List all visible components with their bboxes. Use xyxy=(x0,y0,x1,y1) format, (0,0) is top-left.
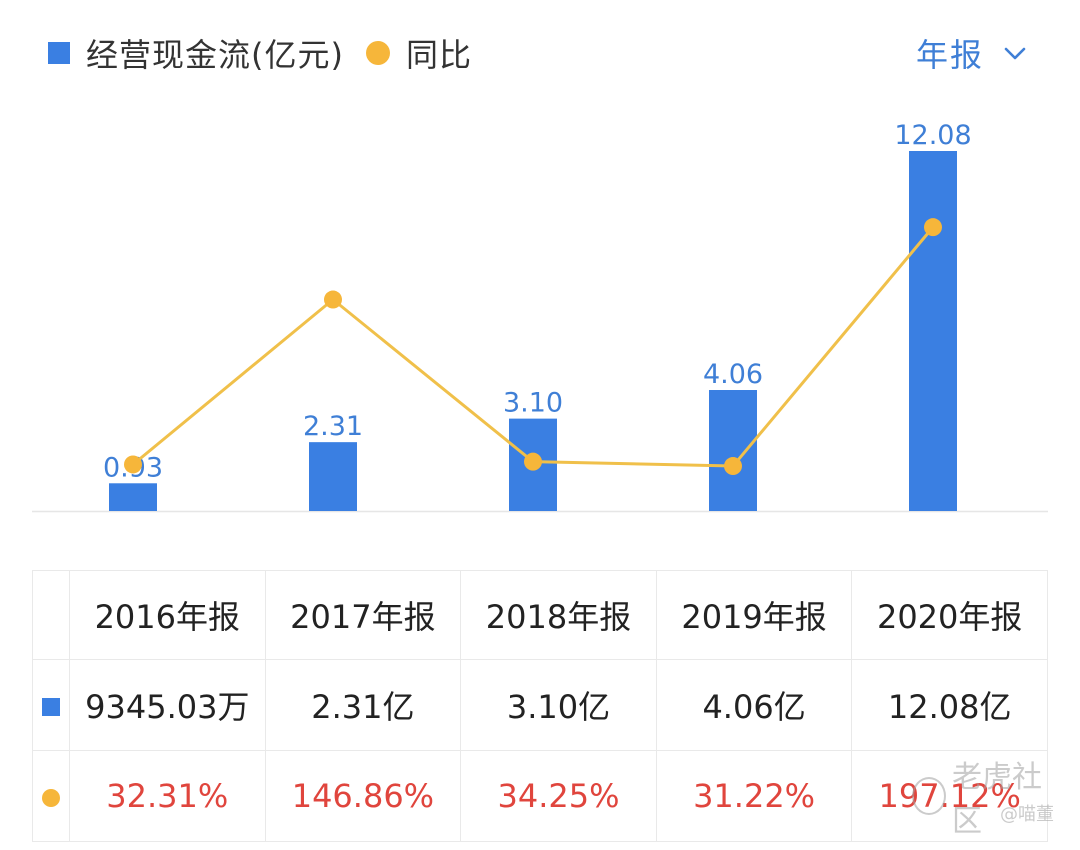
table-header-2018: 2018年报 xyxy=(460,570,657,660)
table-row-yoy: 32.31% 146.86% 34.25% 31.22% 197.12% xyxy=(32,750,1048,842)
table-corner-cell xyxy=(32,570,70,660)
table-header-row: 2016年报 2017年报 2018年报 2019年报 2020年报 xyxy=(32,570,1048,660)
table-bar-marker-cell xyxy=(32,659,70,751)
bar-label-2017年报: 2.31 xyxy=(303,411,363,442)
table-value-2020: 12.08亿 xyxy=(851,659,1048,751)
table-yoy-2020: 197.12% xyxy=(851,750,1048,842)
bar-2017年报 xyxy=(309,442,357,511)
bar-label-2020年报: 12.08 xyxy=(894,120,971,151)
legend-bar-swatch xyxy=(48,42,70,64)
table-value-2017: 2.31亿 xyxy=(264,659,462,751)
legend-item-cashflow: 经营现金流(亿元) xyxy=(48,30,344,76)
table-header-2017: 2017年报 xyxy=(264,570,462,660)
table-bar-marker xyxy=(42,698,60,716)
period-selector[interactable]: 年报 xyxy=(916,28,1028,78)
table-yoy-2017: 146.86% xyxy=(264,750,462,842)
bar-2020年报 xyxy=(909,151,957,511)
yoy-point-2016年报 xyxy=(124,455,142,474)
period-selector-label: 年报 xyxy=(915,36,984,74)
table-header-2020: 2020年报 xyxy=(851,570,1048,660)
bar-label-2019年报: 4.06 xyxy=(703,359,763,390)
data-table: 2016年报 2017年报 2018年报 2019年报 2020年报 9345.… xyxy=(32,570,1048,842)
yoy-point-2018年报 xyxy=(524,452,542,471)
table-dot-marker-cell xyxy=(32,750,70,842)
bar-2016年报 xyxy=(109,483,157,511)
table-header-2019: 2019年报 xyxy=(655,570,853,660)
legend-dot-swatch xyxy=(365,41,390,65)
table-yoy-2016: 32.31% xyxy=(69,750,266,842)
table-dot-marker xyxy=(42,789,60,807)
legend: 经营现金流(亿元) 同比 xyxy=(48,28,472,78)
legend-cashflow-label: 经营现金流(亿元) xyxy=(86,36,344,74)
legend-yoy-label: 同比 xyxy=(405,36,472,74)
table-row-cashflow: 9345.03万 2.31亿 3.10亿 4.06亿 12.08亿 xyxy=(32,659,1048,751)
table-header-2016: 2016年报 xyxy=(69,570,266,660)
yoy-point-2017年报 xyxy=(324,290,342,309)
bar-2019年报 xyxy=(709,390,757,511)
table-yoy-2019: 31.22% xyxy=(655,750,853,842)
yoy-point-2019年报 xyxy=(724,457,742,476)
bar-label-2018年报: 3.10 xyxy=(503,388,563,419)
table-value-2016: 9345.03万 xyxy=(69,659,266,751)
table-value-2019: 4.06亿 xyxy=(655,659,853,751)
table-yoy-2018: 34.25% xyxy=(460,750,657,842)
yoy-point-2020年报 xyxy=(924,218,942,237)
chevron-down-icon xyxy=(1004,47,1026,60)
legend-item-yoy: 同比 xyxy=(365,30,472,76)
table-value-2018: 3.10亿 xyxy=(460,659,657,751)
